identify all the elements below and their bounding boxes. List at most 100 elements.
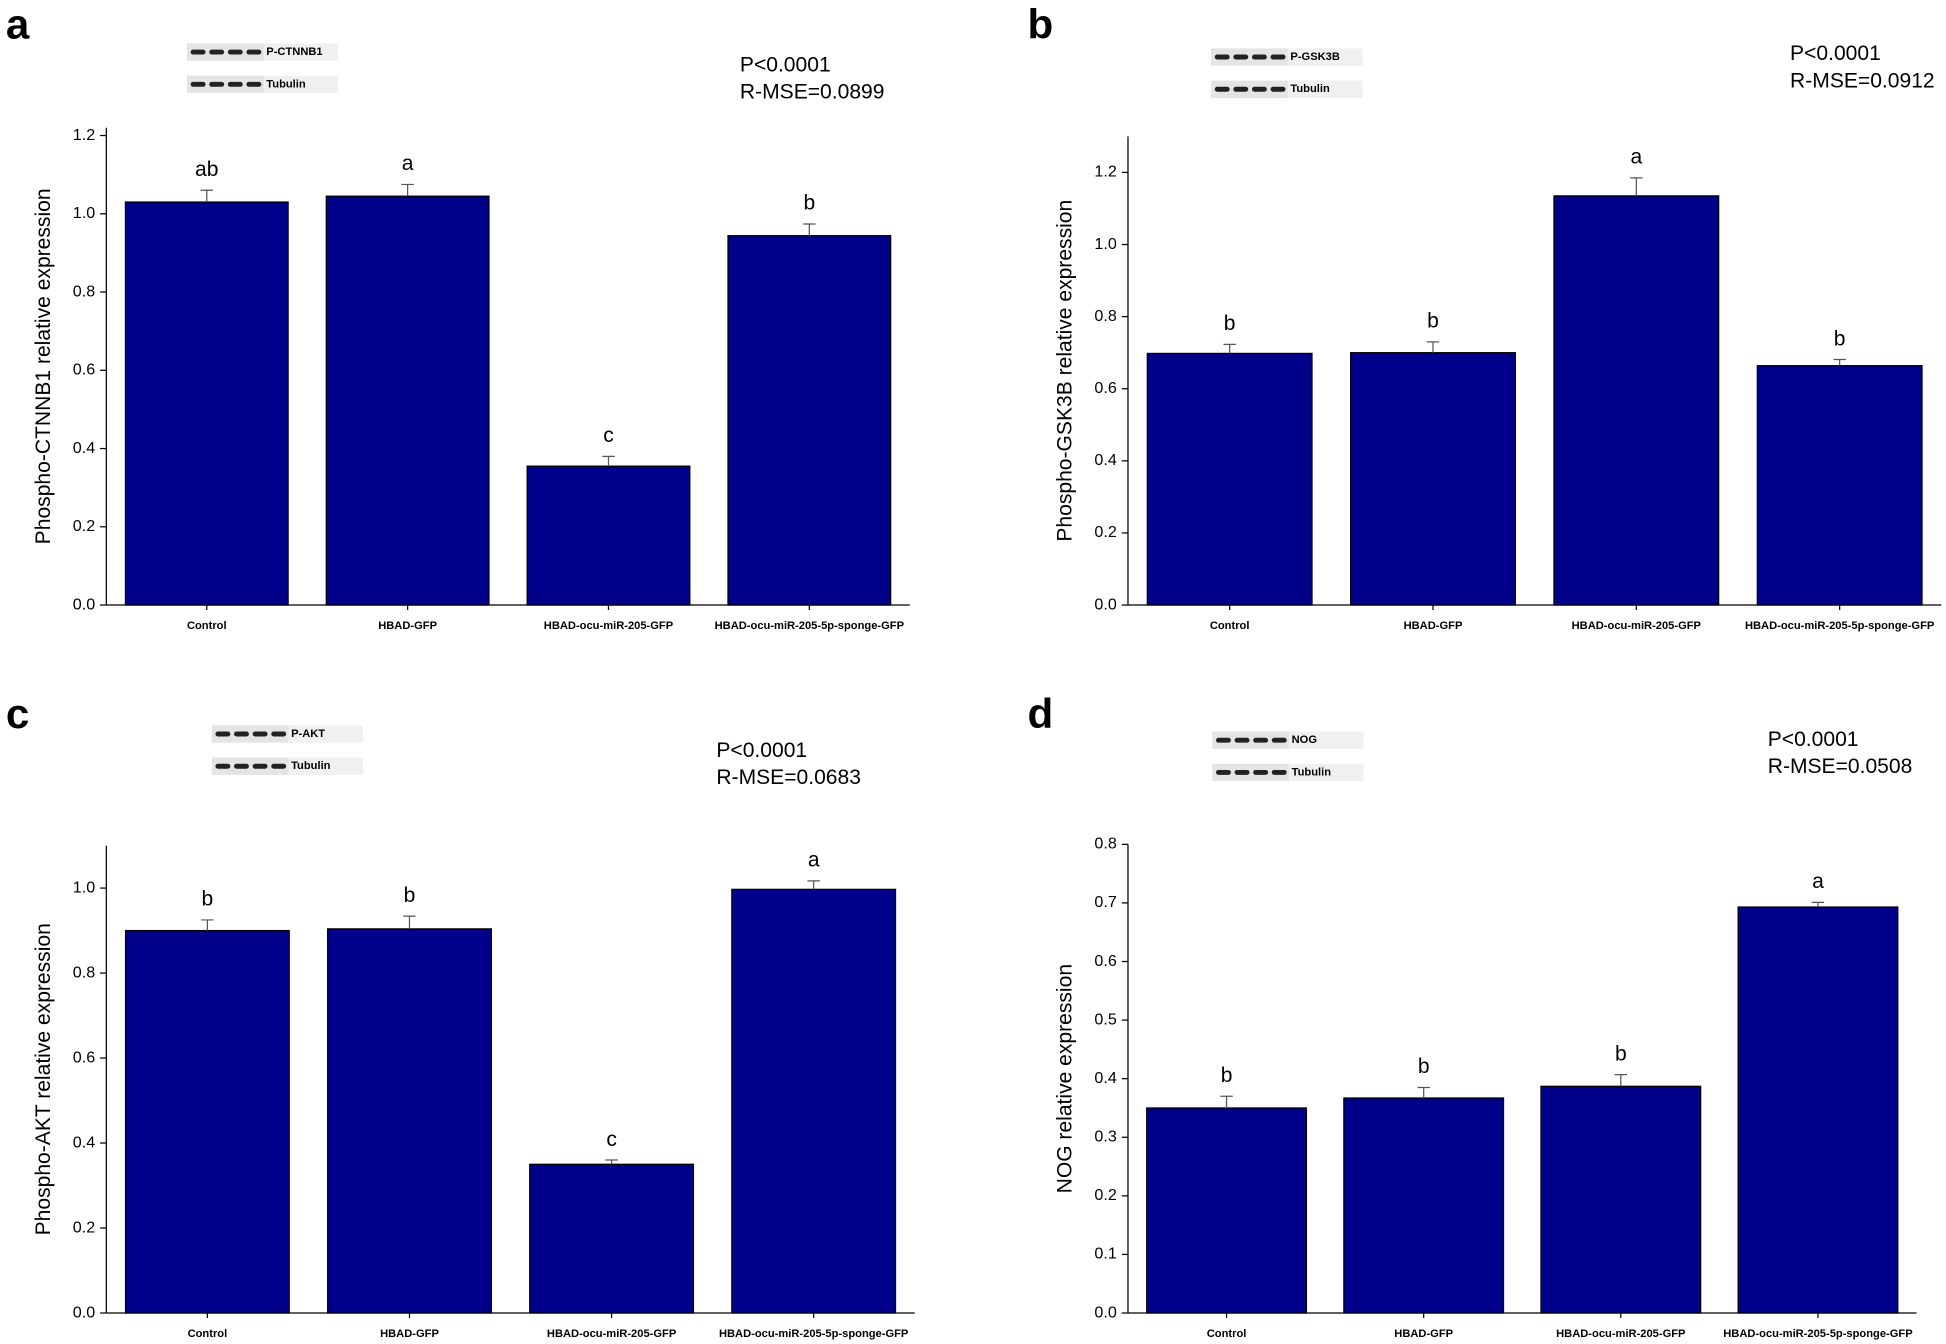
x-tick-label: HBAD-ocu-miR-205-GFP (547, 1328, 677, 1340)
blot-image (1212, 731, 1290, 749)
blot-image (186, 75, 264, 93)
y-tick-label: 0.0 (1094, 595, 1116, 613)
significance-letter: b (803, 192, 815, 215)
bar (1756, 365, 1923, 606)
y-tick-label: 1.2 (73, 126, 95, 144)
x-tick-label: Control (187, 620, 227, 632)
blot-band (271, 763, 287, 769)
y-tick-label: 0.7 (1094, 893, 1116, 911)
blot-label-bg (263, 43, 339, 61)
blot-image (1212, 763, 1290, 782)
bar (1146, 1107, 1308, 1314)
error-bar (1220, 1095, 1233, 1108)
x-tick-label: Control (1210, 620, 1250, 632)
blot-band (252, 763, 268, 769)
y-axis-label: Phospho-AKT relative expression (32, 923, 55, 1235)
blot-band (1216, 737, 1231, 743)
error-bar (1614, 1073, 1628, 1087)
blot-band (1233, 54, 1249, 60)
blot-band (1270, 86, 1286, 92)
blot-band (227, 49, 243, 55)
x-tick-label: HBAD-ocu-miR-205-5p-sponge-GFP (1723, 1328, 1913, 1340)
blot-band (1271, 737, 1287, 743)
blot-band (1253, 737, 1269, 743)
error-bar (1223, 343, 1236, 354)
y-tick-label: 0.0 (73, 595, 95, 613)
blot-label-bg (263, 75, 339, 93)
blot-image (1211, 48, 1288, 66)
blot-band (1251, 86, 1267, 92)
blot-band (227, 81, 243, 87)
blot-band (1233, 86, 1249, 92)
y-tick-label: 0.2 (1094, 1186, 1116, 1204)
blot-label: Tubulin (266, 78, 306, 90)
blot-label-bg (1289, 763, 1364, 782)
significance-letter: ab (195, 158, 218, 181)
y-tick-label: 0.8 (1094, 307, 1116, 325)
y-tick-label: 1.0 (73, 204, 95, 222)
error-bar (1811, 901, 1825, 908)
bar (325, 195, 490, 606)
significance-letter: b (1221, 1064, 1233, 1087)
blot-label: P-GSK3B (1290, 51, 1340, 63)
x-tick-label: HBAD-ocu-miR-205-GFP (1572, 620, 1702, 632)
x-tick-label: HBAD-GFP (380, 1328, 439, 1340)
bar (1146, 352, 1313, 606)
blot-label-bg (1287, 80, 1363, 98)
x-tick-label: HBAD-ocu-miR-205-GFP (1556, 1328, 1686, 1340)
blot-band (215, 731, 231, 737)
error-bar (1833, 358, 1846, 366)
y-tick-label: 0.4 (73, 439, 95, 457)
y-axis-label: Phospho-CTNNB1 relative expression (32, 188, 55, 544)
y-tick-label: 0.6 (73, 1048, 95, 1066)
blot-band (246, 49, 262, 55)
x-tick-label: HBAD-ocu-miR-205-5p-sponge-GFP (719, 1328, 909, 1340)
blot-image (211, 725, 289, 743)
blot-label-bg (288, 757, 363, 775)
y-axis-label: Phospho-GSK3B relative expression (1054, 200, 1077, 542)
y-tick-label: 0.1 (1094, 1245, 1116, 1263)
blot-band (1270, 54, 1286, 60)
significance-letter: b (1834, 327, 1846, 350)
y-tick-label: 1.0 (1094, 235, 1116, 253)
significance-letter: a (1812, 870, 1824, 893)
blot-band (246, 81, 262, 87)
panel-label: c (6, 690, 29, 737)
blot-band (1234, 737, 1250, 743)
blot-image (186, 43, 264, 61)
y-tick-label: 0.2 (73, 517, 95, 535)
stat-text: P<0.0001 (1768, 728, 1859, 751)
panel-label: d (1028, 690, 1054, 737)
y-tick-label: 0.3 (1094, 1128, 1116, 1146)
significance-letter: c (603, 424, 614, 447)
y-tick-label: 0.6 (1094, 952, 1116, 970)
x-tick-label: Control (188, 1328, 228, 1340)
stat-text: P<0.0001 (1790, 42, 1881, 65)
y-tick-label: 0.0 (1094, 1303, 1116, 1321)
bar (1737, 906, 1899, 1314)
significance-letter: b (404, 884, 416, 907)
significance-letter: b (1615, 1042, 1627, 1065)
bar (327, 928, 492, 1314)
bar (1553, 195, 1720, 606)
bar (124, 201, 289, 606)
blot-band (190, 49, 206, 55)
blot-band (190, 81, 206, 87)
y-tick-label: 1.0 (73, 878, 95, 896)
blot-image (1211, 80, 1288, 98)
blot-image (211, 757, 289, 775)
x-tick-label: HBAD-ocu-miR-205-5p-sponge-GFP (1745, 620, 1935, 632)
y-tick-label: 1.2 (1094, 163, 1116, 181)
y-tick-label: 0.4 (73, 1133, 95, 1151)
bar (529, 1163, 695, 1314)
error-bar (200, 189, 213, 203)
y-tick-label: 0.4 (1094, 1069, 1116, 1087)
bar (1343, 1097, 1505, 1314)
bar (526, 465, 691, 606)
blot-band (209, 81, 225, 87)
error-bar (803, 223, 816, 236)
y-tick-label: 0.5 (1094, 1010, 1116, 1028)
x-tick-label: HBAD-GFP (1394, 1328, 1453, 1340)
blot-band (215, 763, 231, 769)
y-tick-label: 0.0 (73, 1303, 95, 1321)
